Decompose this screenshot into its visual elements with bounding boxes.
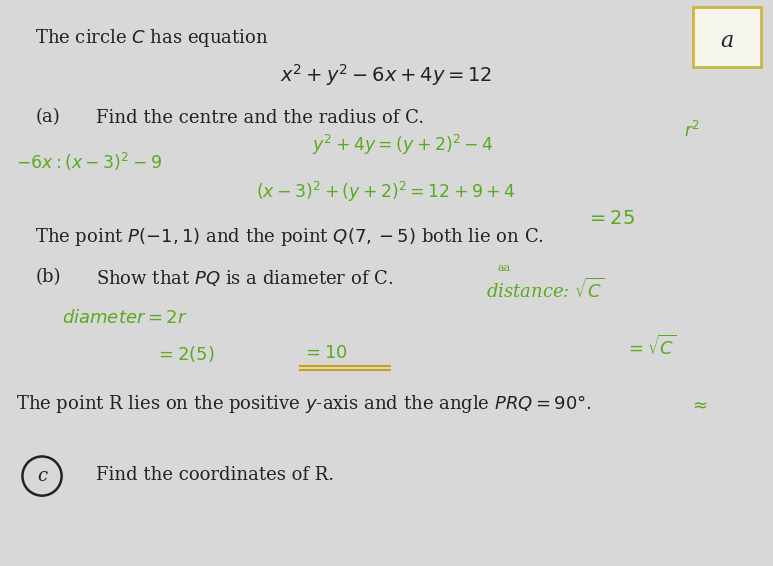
Text: aa: aa [498, 263, 511, 273]
Text: $y^2+4y=(y+2)^2-4$: $y^2+4y=(y+2)^2-4$ [312, 133, 493, 157]
Text: distance: $\sqrt{C}$: distance: $\sqrt{C}$ [486, 278, 604, 302]
Text: Find the centre and the radius of C.: Find the centre and the radius of C. [96, 109, 424, 127]
Text: $r^2$: $r^2$ [684, 121, 700, 142]
Text: The circle $C$ has equation: The circle $C$ has equation [35, 27, 269, 49]
FancyBboxPatch shape [693, 7, 761, 67]
Text: Show that $PQ$ is a diameter of C.: Show that $PQ$ is a diameter of C. [96, 268, 393, 288]
Text: The point $P(-1, 1)$ and the point $Q(7, -5)$ both lie on C.: The point $P(-1, 1)$ and the point $Q(7,… [35, 226, 544, 248]
Text: $x^2 + y^2 - 6x + 4y = 12$: $x^2 + y^2 - 6x + 4y = 12$ [280, 62, 492, 88]
Text: $= 2(5)$: $= 2(5)$ [155, 344, 214, 364]
Text: $= 25$: $= 25$ [586, 209, 635, 228]
Text: (b): (b) [35, 268, 60, 286]
Text: $= 10$: $= 10$ [301, 344, 347, 362]
Text: $\approx$: $\approx$ [689, 396, 707, 414]
Text: Find the coordinates of R.: Find the coordinates of R. [96, 466, 334, 484]
Text: c: c [37, 467, 47, 485]
Text: a: a [720, 30, 734, 52]
Text: $= \sqrt{C}$: $= \sqrt{C}$ [625, 335, 676, 359]
Text: (a): (a) [35, 109, 60, 127]
Text: The point R lies on the positive $y$-axis and the angle $PRQ = 90\degree$.: The point R lies on the positive $y$-axi… [15, 393, 591, 415]
Text: $(x-3)^2 + (y+2)^2 = 12+9+4$: $(x-3)^2 + (y+2)^2 = 12+9+4$ [256, 180, 516, 204]
Text: $diameter = 2r$: $diameter = 2r$ [62, 310, 187, 328]
Text: $-6x : (x-3)^2-9$: $-6x : (x-3)^2-9$ [15, 151, 162, 173]
